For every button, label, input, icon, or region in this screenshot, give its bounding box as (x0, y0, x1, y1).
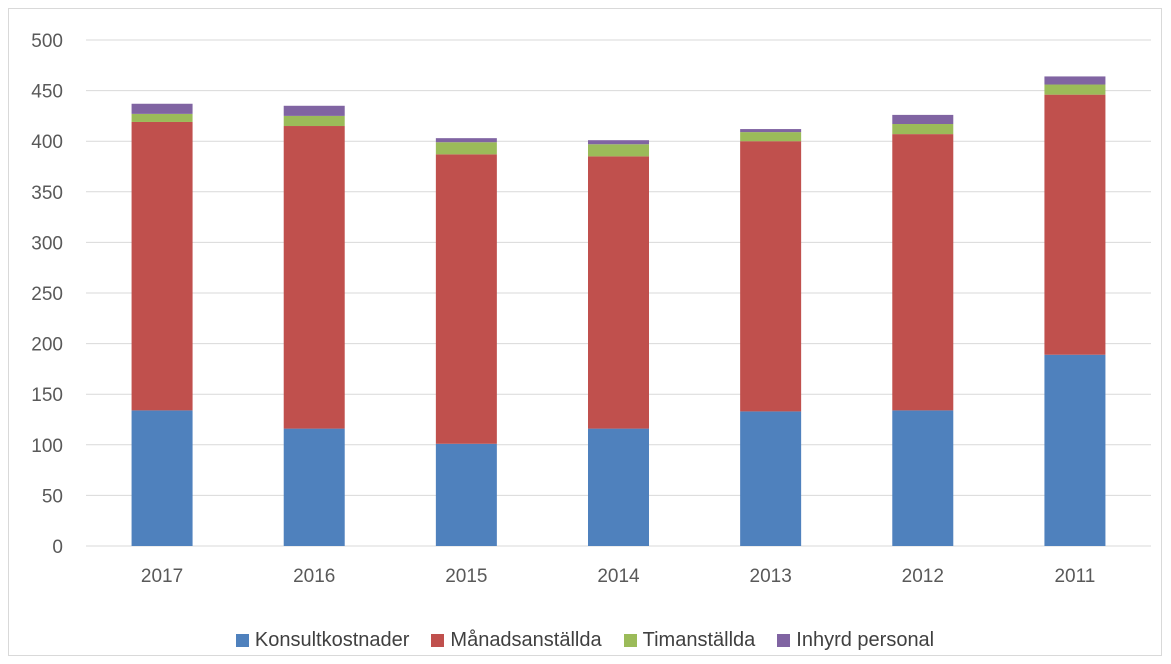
bar-segment-2016-4 (283, 105, 345, 116)
bar-segment-2012-2 (892, 134, 954, 411)
bar-segment-2013-3 (740, 132, 802, 142)
x-tick-label: 2014 (597, 566, 640, 587)
y-tick-label: 250 (31, 284, 63, 305)
bar-segment-2013-4 (740, 129, 802, 133)
bar-segment-2012-4 (892, 114, 954, 124)
y-tick-label: 450 (31, 82, 63, 103)
x-tick-label: 2015 (445, 566, 487, 587)
x-tick-label: 2013 (750, 566, 792, 587)
legend-label: Inhyrd personal (796, 629, 935, 651)
bar-segment-2014-1 (588, 428, 649, 546)
bar-segment-2016-1 (283, 428, 345, 546)
bar-segment-2015-3 (435, 142, 497, 155)
x-tick-label: 2017 (141, 566, 183, 587)
bar-segment-2012-1 (892, 410, 954, 546)
bar-segment-2014-2 (588, 156, 649, 429)
y-tick-label: 400 (31, 132, 63, 153)
legend-label: Månadsanställda (450, 629, 602, 651)
bar-segment-2013-1 (740, 411, 802, 546)
bar-segment-2017-3 (131, 113, 193, 122)
legend-label: Timanställda (642, 629, 756, 651)
bar-segment-2016-3 (283, 115, 345, 127)
legend-swatch (623, 634, 637, 647)
y-tick-label: 100 (31, 436, 63, 457)
legend-item: Timanställda (623, 629, 756, 652)
bar-segment-2011-2 (1044, 94, 1106, 355)
bar-segment-2015-4 (435, 138, 497, 143)
y-tick-label: 50 (42, 486, 63, 507)
legend-swatch (777, 634, 791, 647)
bar-segment-2017-1 (131, 410, 193, 546)
bar-segment-2011-4 (1044, 76, 1106, 85)
bar-segment-2015-1 (435, 443, 497, 546)
x-axis-ticks: 2017 2016 2015 2014 2013 2012 2011 (141, 566, 1095, 587)
bars (131, 76, 1106, 546)
legend-swatch (235, 634, 249, 647)
x-tick-label: 2011 (1054, 566, 1095, 587)
y-axis-ticks: 0 50 100 150 200 250 300 350 400 450 500 (31, 31, 63, 558)
bar-segment-2012-3 (892, 123, 954, 135)
legend-item: Inhyrd personal (777, 629, 934, 652)
y-tick-label: 350 (31, 183, 63, 204)
bar-segment-2017-4 (131, 103, 193, 114)
legend: Konsultkostnader Månadsanställda Timanstäl… (9, 629, 1161, 652)
bar-segment-2015-2 (435, 154, 497, 444)
x-tick-label: 2016 (293, 566, 335, 587)
bar-segment-2014-4 (588, 140, 649, 145)
y-tick-label: 0 (52, 537, 63, 558)
bar-segment-2016-2 (283, 126, 345, 429)
bar-segment-2017-2 (131, 121, 193, 411)
legend-label: Konsultkostnader (254, 629, 410, 651)
y-tick-label: 500 (31, 31, 63, 52)
legend-item: Konsultkostnader (235, 629, 410, 652)
legend-item: Månadsanställda (431, 629, 602, 652)
chart-frame: 0 50 100 150 200 250 300 350 400 450 500 2017 2016 2… (8, 8, 1162, 656)
bar-segment-2011-1 (1044, 354, 1106, 546)
x-tick-label: 2012 (902, 566, 944, 587)
bar-segment-2011-3 (1044, 84, 1106, 95)
legend-swatch (431, 634, 445, 647)
y-tick-label: 150 (31, 385, 63, 406)
bar-segment-2014-3 (588, 144, 649, 157)
y-tick-label: 200 (31, 335, 63, 356)
y-tick-label: 300 (31, 233, 63, 254)
bar-segment-2013-2 (740, 141, 802, 412)
